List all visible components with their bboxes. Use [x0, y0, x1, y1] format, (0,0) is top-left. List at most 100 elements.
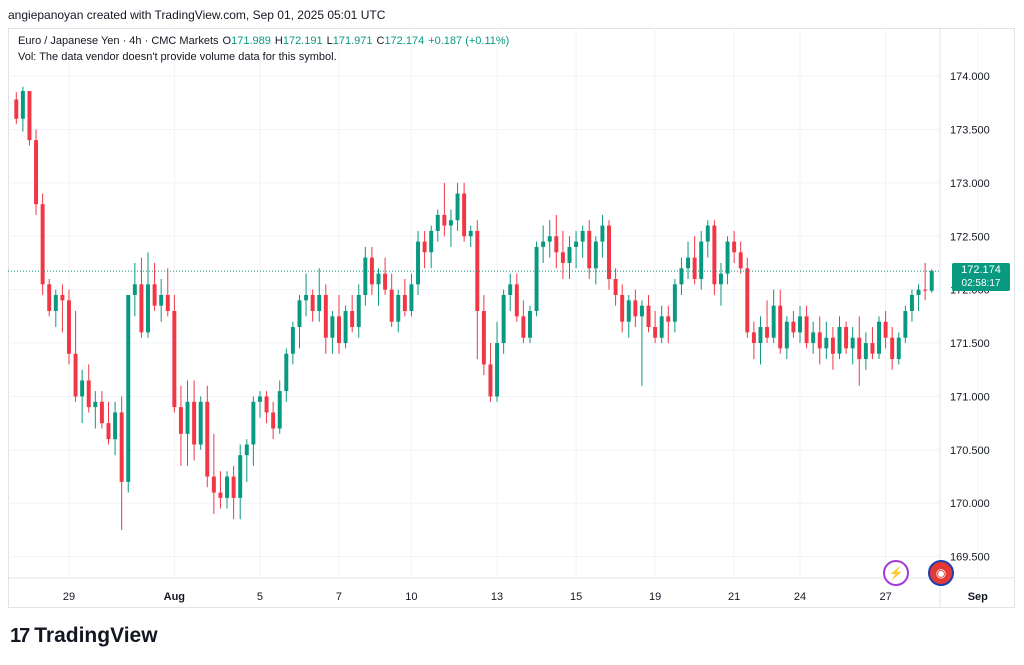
created-credit: angiepanoyan created with TradingView.co…: [8, 8, 386, 22]
x-tick-label: Sep: [968, 591, 988, 603]
candle-body: [541, 241, 546, 247]
candle-body: [857, 337, 862, 360]
candle-body: [646, 305, 651, 328]
candle-body: [27, 91, 32, 141]
candle-body: [350, 311, 355, 328]
candle-body: [67, 300, 71, 354]
change-value: +0.187 (+0.11%): [428, 35, 510, 47]
candle-body: [692, 257, 697, 279]
candle-body: [633, 300, 638, 317]
globe-flag-icon[interactable]: ◉: [928, 560, 954, 586]
volume-note: Vol: The data vendor doesn't provide vol…: [18, 51, 337, 63]
candle-body: [784, 321, 789, 349]
candle-body: [574, 241, 579, 247]
candle-body: [264, 396, 269, 413]
candle-body: [363, 257, 368, 295]
candle-body: [593, 241, 598, 269]
candle-body: [883, 321, 888, 338]
candle-body: [238, 455, 243, 498]
candle-body: [514, 284, 519, 317]
y-tick-label: 169.500: [950, 552, 990, 564]
candle-body: [468, 230, 473, 237]
candle-body: [113, 412, 118, 440]
grid-lines: [8, 28, 979, 578]
y-tick-label: 171.500: [950, 338, 990, 350]
candle-body: [126, 294, 131, 482]
candle-body: [244, 444, 249, 456]
tradingview-logo-icon: 17: [10, 624, 30, 647]
candle-body: [923, 289, 928, 291]
brand-name: TradingView: [34, 624, 158, 647]
candle-body: [705, 225, 710, 242]
candle-body: [778, 305, 783, 349]
symbol-title[interactable]: Euro / Japanese Yen · 4h · CMC Markets: [18, 35, 219, 47]
candle-body: [383, 273, 388, 290]
last-price: 172.174: [961, 264, 1001, 276]
candle-body: [284, 353, 289, 392]
candle-body: [765, 327, 770, 338]
candle-body: [626, 300, 631, 322]
candle-body: [501, 294, 506, 344]
legend: Euro / Japanese Yen · 4h · CMC Markets O…: [18, 33, 509, 65]
candle-body: [600, 225, 605, 242]
chart-frame: [8, 28, 1015, 608]
y-tick-label: 171.000: [950, 391, 990, 403]
candle-body: [771, 305, 776, 338]
candle-body: [73, 353, 78, 397]
candle-body: [159, 294, 164, 306]
x-tick-label: 27: [879, 591, 891, 603]
candle-body: [422, 241, 427, 253]
candle-body: [811, 332, 816, 344]
candle-body: [343, 311, 348, 344]
candle-body: [310, 294, 315, 312]
bar-countdown: 02:58:17: [961, 278, 1001, 289]
candle-body: [877, 321, 881, 354]
candle-body: [337, 316, 341, 344]
candle-body: [613, 278, 618, 295]
candle-body: [192, 401, 197, 445]
candle-body: [297, 300, 302, 328]
y-tick-label: 170.500: [950, 445, 990, 457]
candle-body: [271, 412, 276, 429]
candle-body: [679, 268, 684, 285]
candle-body: [462, 193, 467, 237]
candlestick-chart[interactable]: 174.000173.500173.000172.500172.000171.5…: [8, 28, 1015, 608]
candle-body: [257, 396, 262, 402]
x-tick-label: 13: [491, 591, 503, 603]
candle-body: [448, 220, 453, 226]
candle-body: [686, 257, 691, 269]
candle-body: [580, 230, 585, 242]
candle-body: [211, 476, 216, 493]
candle-body: [205, 401, 210, 477]
candle-body: [356, 294, 361, 328]
candle-body: [738, 252, 743, 269]
candle-body: [323, 294, 328, 338]
candle-body: [277, 391, 282, 429]
candle-body: [607, 225, 611, 279]
candle-body: [528, 311, 532, 338]
close-value: 172.174: [384, 35, 425, 47]
candle-body: [198, 401, 203, 445]
candle-body: [837, 327, 842, 354]
candle-body: [508, 284, 513, 295]
candle-body: [14, 99, 19, 119]
candle-body: [435, 214, 440, 231]
candle-body: [60, 294, 65, 301]
x-tick-label: 15: [570, 591, 582, 603]
candle-body: [218, 492, 223, 498]
candle-body: [718, 273, 723, 285]
lightning-icon[interactable]: ⚡: [883, 560, 909, 586]
candle-body: [534, 246, 539, 312]
candle-body: [732, 241, 737, 253]
candle-body: [225, 476, 230, 498]
open-value: 171.989: [231, 35, 271, 47]
high-label: H: [274, 35, 283, 47]
candle-body: [725, 241, 730, 274]
candle-body: [929, 271, 934, 291]
candle-body: [47, 284, 52, 312]
candle-body: [34, 140, 39, 205]
x-tick-label: 19: [649, 591, 661, 603]
y-tick-label: 173.500: [950, 124, 990, 136]
candle-body: [488, 364, 493, 397]
brand[interactable]: 17 TradingView: [10, 624, 158, 648]
